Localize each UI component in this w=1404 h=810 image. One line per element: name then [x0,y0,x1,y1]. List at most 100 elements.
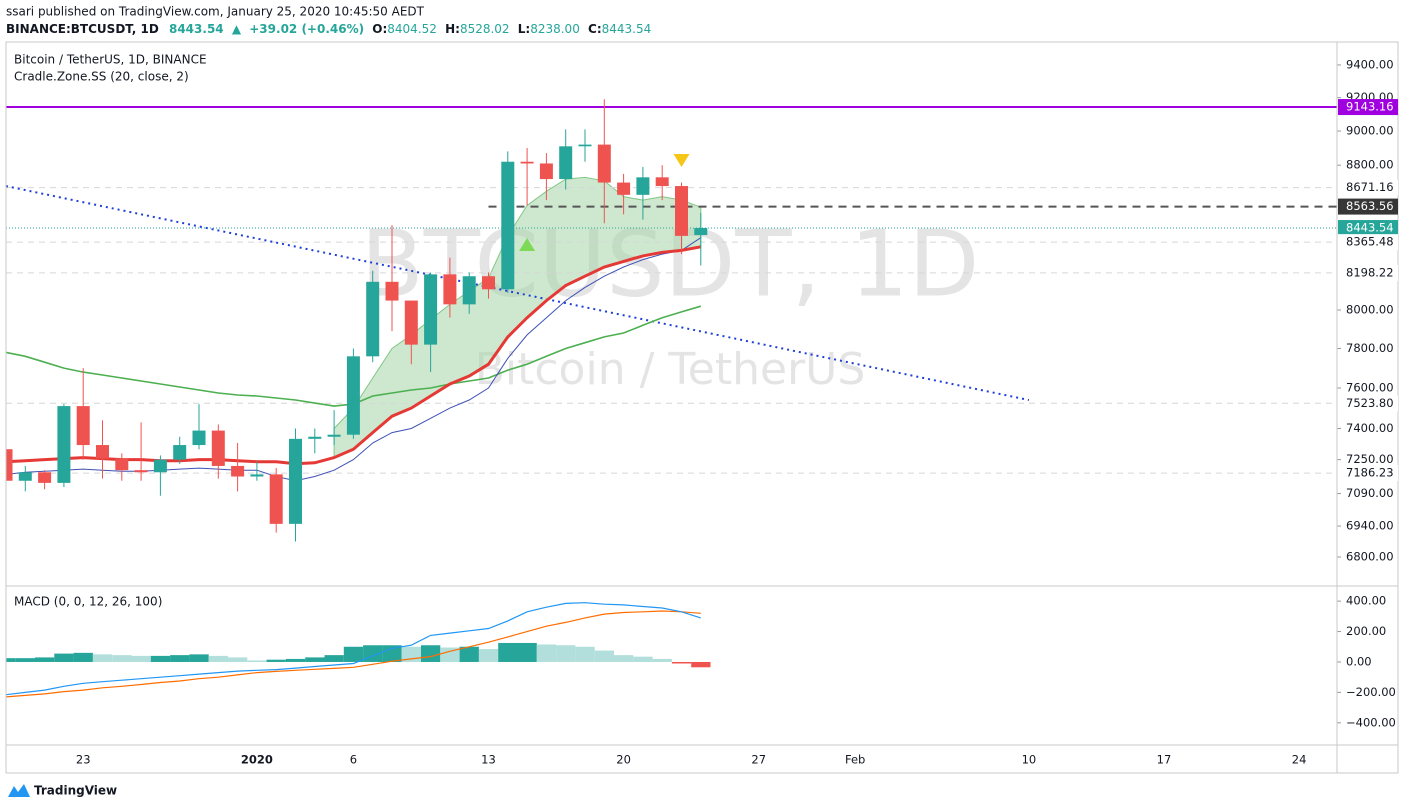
price-label-bg [1338,395,1398,412]
close-label: C: [588,22,602,36]
macd-histogram [536,644,557,662]
macd-histogram [498,642,518,662]
candle-body [308,436,322,439]
price-label-bg [1338,179,1398,196]
macd-histogram [150,655,171,662]
brand: TradingView [34,784,117,798]
x-tick-label: 20 [616,753,631,767]
candle-body [366,281,380,357]
price-label-bg [1338,220,1398,237]
candle-body [443,274,457,305]
macd-histogram [517,642,537,662]
high: 8528.02 [460,22,510,36]
candle-body [269,474,283,524]
macd-histogram [35,657,55,662]
y-tick-label: 6940.00 [1346,519,1394,533]
macd-tick-label: 0.00 [1346,654,1372,668]
high-label: H: [445,22,460,36]
macd-histogram [285,658,306,662]
macd-line [6,602,701,696]
macd-histogram [15,658,35,662]
price-label: 8563.56 [1346,199,1394,213]
macd-histogram [208,655,228,662]
candle-body [675,186,688,236]
candle-body [76,406,90,446]
candle-body [578,144,592,147]
plot-area: 9400.009200.009000.008800.008000.007800.… [6,57,1396,767]
indicator-title: Cradle.Zone.SS (20, close, 2) [14,70,189,84]
macd-histogram [54,653,74,662]
macd-histogram [73,652,93,662]
candle-body [520,161,534,164]
signal-line [6,610,701,698]
publish-line: ssari published on TradingView.com, Janu… [6,5,425,19]
macd-histogram [324,655,344,662]
macd-histogram [556,645,576,662]
price-label: 7523.80 [1346,396,1394,410]
macd-histogram [112,655,132,662]
y-tick-label: 8000.00 [1346,303,1394,317]
macd-histogram [594,650,614,662]
candle-body [482,276,495,290]
candle-body [250,474,264,477]
main-pane [6,99,1337,542]
macd-histogram [421,645,441,662]
macd-histogram [189,654,209,662]
price-label-bg [1338,264,1398,281]
y-tick-label: 7250.00 [1346,452,1394,466]
symbol-line: BINANCE:BTCUSDT, 1D 8443.54 ▲ +39.02 (+0… [6,22,651,36]
y-tick-label: 7800.00 [1346,341,1394,355]
candle-body [597,144,611,183]
candle-body [655,177,669,187]
price-label-bg [1338,465,1398,482]
x-tick-label: Feb [845,753,865,767]
macd-histogram [92,654,113,662]
macd-title: MACD (0, 0, 12, 26, 100) [14,595,162,609]
candle-body [424,274,438,345]
candle-body [192,430,206,446]
series-title: Bitcoin / TetherUS, 1D, BINANCE [14,53,207,67]
price-label: 8198.22 [1346,265,1394,279]
candle-body [134,470,148,473]
low: 8238.00 [530,22,580,36]
macd-histogram [247,660,267,662]
candle-body [38,472,52,483]
price-label: 8443.54 [1346,221,1394,235]
macd-histogram [6,658,16,662]
y-tick-label: 9400.00 [1346,57,1394,71]
candle-body [346,356,360,435]
candle-body [404,300,418,345]
logo-icon [8,784,30,797]
candle-body [327,434,341,437]
macd-histogram [614,655,634,662]
candle-body [57,406,71,483]
x-tick-label: 2020 [241,753,273,767]
macd-histogram [671,661,692,664]
macd-histogram [266,659,286,662]
x-tick-label: 10 [1022,753,1037,767]
macd-histogram [228,657,248,662]
y-tick-label: 6800.00 [1346,550,1394,564]
candle-body [6,449,13,481]
candle-body [289,438,302,524]
candle-body [96,445,109,459]
candle-body [636,177,650,195]
close: 8443.54 [602,22,652,36]
candle-body [694,228,708,236]
macd-histogram [478,649,499,662]
price-label-bg [1338,198,1398,215]
candle-body [115,458,129,471]
macd-histogram [575,646,595,662]
price-label-bg [1338,99,1398,116]
macd-pane [6,602,711,698]
x-tick-label: 27 [751,753,766,767]
x-tick-label: 13 [481,753,496,767]
macd-histogram [382,645,402,662]
candle-body [385,281,399,301]
candle-body [18,472,32,481]
candle-body [211,430,225,466]
candle-body [501,161,515,290]
trend-line [6,185,1030,402]
macd-histogram [343,646,364,662]
macd-histogram [633,656,653,662]
